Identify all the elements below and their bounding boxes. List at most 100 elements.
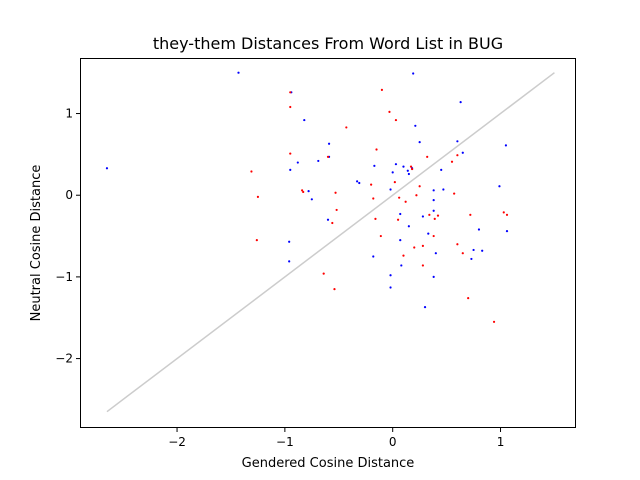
y-axis-ticks: −2 −1 0 1	[55, 107, 80, 366]
y-axis-label: Neutral Cosine Distance	[29, 165, 44, 322]
data-point-s1-13	[322, 272, 325, 275]
data-point-s0-43	[456, 140, 459, 143]
reference-line-layer	[106, 72, 555, 413]
data-point-s0-35	[421, 215, 424, 218]
data-point-s1-46	[492, 320, 496, 323]
data-point-s0-27	[407, 172, 410, 176]
data-point-s0-16	[288, 240, 291, 243]
data-points-layer	[105, 71, 509, 323]
x-tick-label-0: −2	[168, 435, 186, 449]
data-point-s1-15	[370, 183, 373, 186]
data-point-s1-12	[331, 221, 334, 225]
data-point-s0-23	[406, 169, 409, 172]
data-point-s0-10	[326, 218, 330, 221]
data-point-s1-18	[375, 148, 378, 151]
y-tick-label-0: −2	[55, 352, 73, 366]
data-point-s0-29	[407, 225, 410, 228]
data-point-s0-45	[440, 168, 443, 171]
data-point-s0-21	[394, 163, 398, 166]
data-point-s0-51	[505, 230, 509, 233]
data-point-s1-41	[456, 154, 459, 157]
data-point-s1-36	[432, 234, 435, 238]
data-point-s1-38	[436, 214, 440, 217]
data-point-s1-6	[302, 190, 305, 194]
data-point-s0-47	[472, 248, 475, 252]
data-point-s0-52	[477, 228, 481, 231]
data-point-s1-49	[415, 194, 418, 197]
x-tick-label-2: 0	[389, 435, 397, 449]
data-point-s0-8	[327, 142, 331, 145]
data-point-s1-3	[250, 170, 253, 173]
y-tick-label-1: −1	[55, 270, 73, 284]
data-point-s0-31	[389, 274, 392, 277]
data-point-s1-5	[255, 239, 258, 242]
data-point-s0-46	[461, 151, 464, 154]
data-point-s0-30	[399, 239, 402, 242]
data-point-s0-37	[432, 209, 435, 212]
data-point-s1-43	[461, 252, 464, 255]
data-point-s0-22	[402, 165, 405, 168]
x-axis-label: Gendered Cosine Distance	[242, 456, 415, 471]
data-point-s1-9	[326, 155, 330, 158]
data-point-s0-4	[296, 161, 299, 164]
data-point-s0-13	[373, 164, 376, 167]
data-point-s0-49	[498, 185, 501, 188]
data-point-s1-24	[398, 196, 401, 199]
data-point-s1-48	[505, 213, 509, 216]
data-point-s1-34	[426, 155, 429, 158]
data-point-s1-8	[345, 126, 348, 129]
x-tick-label-1: −1	[276, 435, 294, 449]
data-point-s0-18	[412, 72, 415, 75]
data-point-s1-32	[421, 244, 424, 247]
data-point-s0-53	[470, 257, 473, 261]
data-point-s1-37	[433, 217, 436, 221]
data-point-s1-39	[450, 160, 454, 163]
data-point-s1-47	[502, 211, 505, 214]
chart-title: they-them Distances From Word List in BU…	[153, 34, 503, 53]
data-point-s0-36	[432, 189, 435, 192]
data-point-s1-45	[469, 213, 472, 216]
data-point-s1-17	[374, 217, 377, 221]
data-point-s1-2	[289, 152, 292, 155]
data-point-s0-26	[389, 188, 392, 191]
data-point-s0-11	[356, 180, 359, 183]
reference-line	[106, 72, 555, 413]
data-point-s1-44	[467, 297, 470, 300]
data-point-s1-21	[388, 110, 391, 114]
data-point-s1-14	[333, 288, 336, 291]
data-point-s1-42	[456, 243, 459, 246]
data-point-s0-12	[358, 181, 361, 185]
data-point-s1-30	[413, 246, 416, 249]
x-tick-label-3: 1	[497, 435, 505, 449]
data-point-s0-32	[400, 264, 403, 267]
data-point-s1-20	[380, 88, 384, 91]
data-point-s0-20	[459, 101, 462, 104]
data-point-s0-17	[288, 260, 291, 263]
data-point-s1-26	[402, 254, 405, 257]
data-point-s1-19	[379, 234, 382, 238]
data-point-s0-48	[481, 249, 484, 252]
data-point-s1-35	[428, 213, 431, 216]
data-point-s1-28	[409, 165, 413, 168]
data-point-s1-33	[421, 264, 424, 267]
data-point-s1-27	[404, 200, 407, 203]
data-point-s0-15	[105, 167, 109, 170]
data-point-s1-11	[335, 208, 338, 212]
data-point-s1-16	[372, 197, 375, 200]
data-point-s0-0	[237, 71, 240, 74]
data-point-s0-41	[432, 275, 435, 278]
data-point-s1-7	[301, 189, 304, 192]
data-point-s0-6	[310, 198, 313, 201]
data-point-s0-19	[414, 124, 417, 127]
data-point-s1-40	[453, 192, 456, 195]
data-point-s1-31	[418, 185, 421, 188]
data-point-s0-44	[442, 188, 445, 191]
data-point-s0-42	[423, 306, 427, 309]
axes-frame	[80, 58, 576, 428]
data-point-s0-2	[289, 168, 292, 171]
data-point-s1-23	[393, 181, 396, 184]
y-tick-label-3: 1	[65, 107, 73, 121]
data-point-s1-0	[289, 91, 292, 94]
